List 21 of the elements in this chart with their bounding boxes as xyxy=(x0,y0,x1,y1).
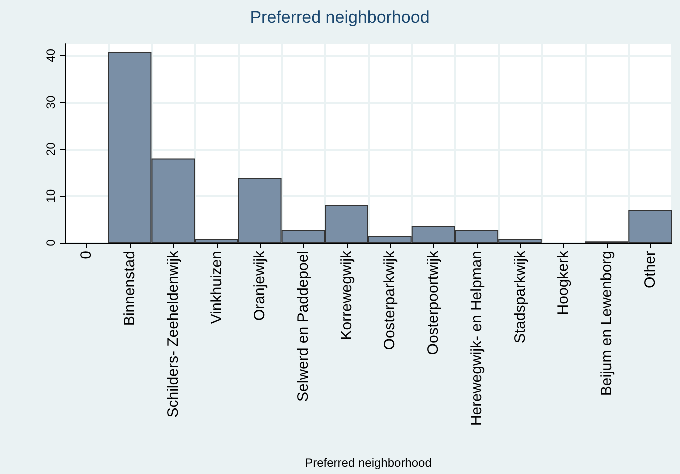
x-tick-label: Stadsparkwijk xyxy=(512,250,529,344)
x-tick-label: Oosterpoortwijk xyxy=(425,250,442,356)
x-axis-title: Preferred neighborhood xyxy=(305,456,432,470)
y-tick-label: 20 xyxy=(44,142,58,156)
x-tick-label: Binnenstad xyxy=(122,251,139,326)
x-tick-label: Oosterparkwijk xyxy=(382,250,399,350)
y-tick-label: 10 xyxy=(44,189,58,203)
y-tick-label: 0 xyxy=(44,239,58,246)
y-tick-label: 40 xyxy=(44,48,58,62)
x-tick-label: Herewegwijk- en Helpman xyxy=(468,251,486,426)
x-tick-label: Korrewegwijk xyxy=(338,250,356,340)
x-tick-label: Oranjewijk xyxy=(252,250,269,322)
x-tick-label: 0 xyxy=(78,251,96,260)
x-tick-label: Selwerd en Paddepoel xyxy=(294,251,312,402)
x-tick-label: Beijum en Lewenborg xyxy=(598,251,616,396)
y-tick-label: 30 xyxy=(44,96,58,110)
x-tick-label: Vinkhuizen xyxy=(208,251,226,324)
x-tick-label: Hoogkerk xyxy=(555,250,572,316)
x-tick-label: Other xyxy=(642,250,659,289)
chart-title: Preferred neighborhood xyxy=(250,8,430,27)
x-tick-label: Schilders- Zeeheldenwijk xyxy=(164,250,182,418)
